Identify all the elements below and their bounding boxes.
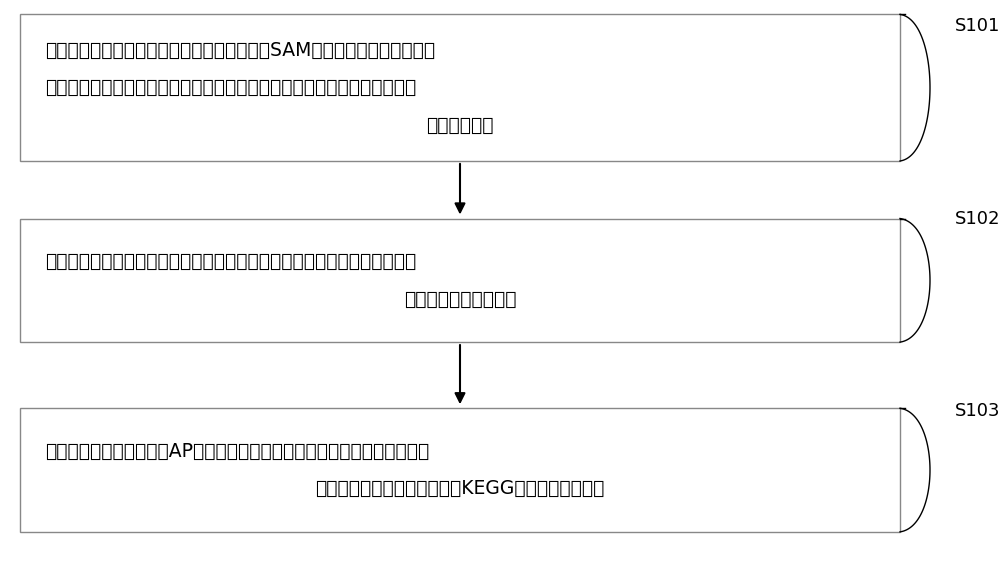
Bar [20,408,900,532]
Bar [20,14,900,161]
Text: ，识别甲基化调控位点: ，识别甲基化调控位点 [404,289,516,309]
Text: 差异位点集合: 差异位点集合 [426,116,494,135]
Text: 模式分析，并通过基因注释和KEGG富集分析进行论证: 模式分析，并通过基因注释和KEGG富集分析进行论证 [315,479,605,499]
Bar [20,218,900,342]
Text: S101: S101 [955,17,1000,35]
Text: 组上的差异甲基化位点；将多个样本集的甲基化差异位点取交集，得到共同: 组上的差异甲基化位点；将多个样本集的甲基化差异位点取交集，得到共同 [45,78,416,97]
Text: 在多种数据样本集上使用基因芯片显著性分析SAM方法，分别筛选出全基因: 在多种数据样本集上使用基因芯片显著性分析SAM方法，分别筛选出全基因 [45,41,435,60]
Text: S103: S103 [955,402,1000,420]
Text: S102: S102 [955,209,1000,228]
Text: 对差异位点集合迭代进行AP聚类，得到甲基化簇，分别对每个甲基化簇进行: 对差异位点集合迭代进行AP聚类，得到甲基化簇，分别对每个甲基化簇进行 [45,442,429,461]
Text: 计算差异甲基化位点的甲基化水平与相应基因表达水平间的皮尔森相关系数: 计算差异甲基化位点的甲基化水平与相应基因表达水平间的皮尔森相关系数 [45,252,416,271]
